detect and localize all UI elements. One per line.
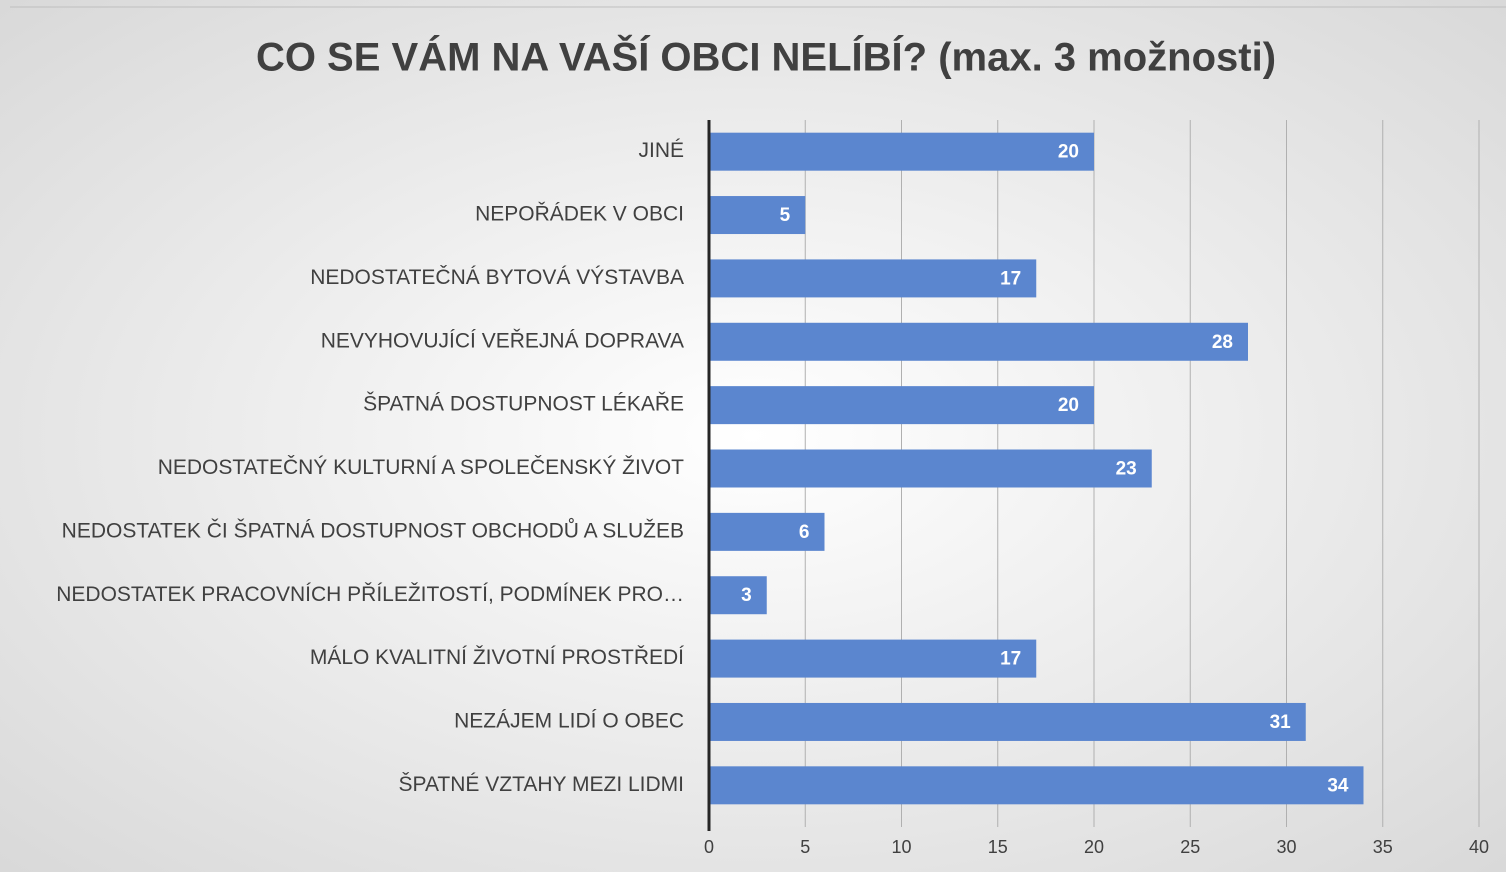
x-tick-label: 25	[1180, 837, 1200, 857]
data-label: 28	[1212, 332, 1233, 353]
bar	[709, 702, 1306, 741]
bar	[709, 132, 1094, 171]
data-label: 3	[741, 585, 752, 606]
x-tick-label: 20	[1084, 837, 1104, 857]
y-tick-label: NEDOSTATEK ČI ŠPATNÁ DOSTUPNOST OBCHODŮ …	[62, 518, 684, 542]
x-tick-label: 0	[704, 837, 714, 857]
y-tick-label: NEPOŘÁDEK V OBCI	[475, 203, 684, 226]
data-label: 5	[780, 205, 791, 226]
y-tick-label: MÁLO KVALITNÍ ŽIVOTNÍ PROSTŘEDÍ	[310, 646, 684, 669]
bar	[709, 576, 767, 615]
x-tick-label: 5	[800, 837, 810, 857]
y-tick-label: NEDOSTATEČNÝ KULTURNÍ A SPOLEČENSKÝ ŽIVO…	[158, 456, 684, 479]
bar	[709, 639, 1037, 678]
x-tick-label: 30	[1276, 837, 1296, 857]
bar	[709, 259, 1037, 298]
data-label: 6	[799, 522, 810, 543]
data-label: 23	[1116, 459, 1137, 480]
data-label: 31	[1270, 712, 1292, 733]
data-label: 20	[1058, 142, 1079, 163]
y-tick-label: NEZÁJEM LIDÍ O OBEC	[454, 710, 684, 733]
data-label: 20	[1058, 395, 1079, 416]
y-tick-label: JINÉ	[638, 139, 684, 162]
bar	[709, 386, 1094, 425]
bar	[709, 766, 1364, 805]
x-tick-label: 40	[1469, 837, 1489, 857]
y-tick-label: ŠPATNÉ VZTAHY MEZI LIDMI	[399, 773, 684, 796]
y-tick-label: ŠPATNÁ DOSTUPNOST LÉKAŘE	[363, 393, 684, 416]
y-tick-label: NEDOSTATEK PRACOVNÍCH PŘÍLEŽITOSTÍ, PODM…	[56, 583, 684, 606]
bar	[709, 512, 825, 551]
y-tick-label: NEVYHOVUJÍCÍ VEŘEJNÁ DOPRAVA	[321, 329, 684, 352]
bar	[709, 322, 1248, 361]
x-tick-label: 10	[891, 837, 911, 857]
x-tick-label: 15	[988, 837, 1008, 857]
data-label: 17	[1000, 268, 1021, 289]
data-label: 34	[1327, 775, 1349, 796]
y-tick-label: NEDOSTATEČNÁ BYTOVÁ VÝSTAVBA	[310, 266, 684, 289]
data-label: 17	[1000, 649, 1021, 670]
bar	[709, 449, 1152, 488]
chart-title: CO SE VÁM NA VAŠÍ OBCI NELÍBÍ? (max. 3 m…	[256, 34, 1276, 80]
bar	[709, 196, 806, 235]
x-tick-label: 35	[1373, 837, 1393, 857]
